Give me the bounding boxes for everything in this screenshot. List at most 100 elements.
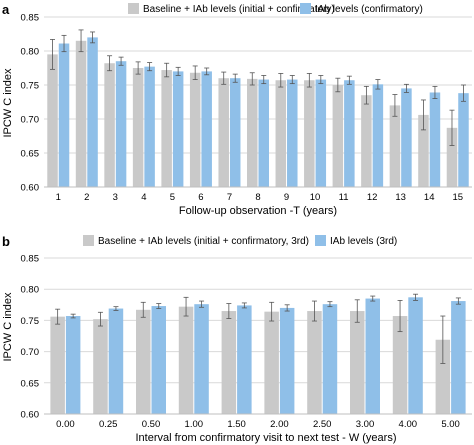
x-tick-label: 3	[113, 192, 118, 203]
bar-baseline-11	[332, 85, 344, 187]
bar-iab-11	[344, 80, 355, 187]
y-tick-label: 0.75	[21, 316, 40, 327]
y-tick-label: 0.85	[21, 13, 40, 24]
bar-baseline-1	[47, 54, 58, 188]
bar-baseline-0.50	[136, 309, 151, 414]
x-tick-label: 2.50	[313, 419, 332, 430]
bar-iab-5.00	[451, 301, 466, 414]
bar-baseline-5.00	[435, 339, 451, 414]
bar-baseline-14	[418, 114, 429, 187]
bar-baseline-0.00	[50, 316, 65, 414]
legend-swatch-baseline-3rd	[83, 235, 94, 246]
x-tick-label: 11	[339, 192, 349, 203]
bar-baseline-3.00	[350, 311, 365, 414]
legend-label-baseline-3rd: Baseline + IAb levels (initial + confirm…	[98, 236, 309, 247]
x-tick-label: 0.00	[56, 419, 75, 430]
x-tick-label: 0.50	[142, 419, 161, 430]
x-tick-label: 4	[141, 192, 146, 203]
bar-iab-2	[87, 37, 98, 188]
panel-b-legend: Baseline + IAb levels (initial + confirm…	[83, 235, 397, 247]
legend-swatch-iab-3rd	[315, 235, 326, 246]
bar-iab-10	[315, 79, 327, 187]
panel-a-x-axis-title: Follow-up observation -T (years)	[179, 205, 337, 217]
bar-baseline-1.00	[178, 306, 194, 414]
bar-iab-4	[144, 66, 155, 187]
x-tick-label: 5	[170, 192, 175, 203]
panel-a-y-axis-title: IPCW C index	[2, 68, 14, 138]
x-tick-label: 15	[452, 192, 463, 203]
bar-iab-7	[229, 78, 241, 187]
bar-iab-0.25	[108, 308, 124, 414]
bar-baseline-15	[446, 127, 458, 187]
panel-a: a Baseline + IAb levels (initial + confi…	[2, 2, 472, 217]
bar-iab-4.00	[408, 297, 423, 414]
bar-iab-12	[372, 84, 384, 187]
panel-b-y-axis-title: IPCW C index	[2, 292, 14, 362]
bar-iab-2.00	[279, 307, 295, 414]
panel-b-x-axis-title: Interval from confirmatory visit to next…	[135, 432, 396, 444]
x-tick-label: 2.00	[270, 419, 289, 430]
bar-iab-0.00	[65, 316, 81, 414]
bar-iab-3.00	[365, 298, 380, 414]
legend-swatch-baseline	[128, 3, 139, 14]
x-tick-label: 7	[227, 192, 232, 203]
panel-b: b Baseline + IAb levels (initial + confi…	[2, 234, 472, 444]
x-tick-label: 4.00	[399, 419, 418, 430]
y-tick-label: 0.70	[21, 347, 40, 358]
bar-iab-1	[58, 43, 70, 187]
x-tick-label: 3.00	[356, 419, 375, 430]
y-tick-label: 0.65	[21, 149, 40, 160]
y-tick-label: 0.80	[21, 285, 40, 296]
bar-baseline-10	[304, 80, 315, 187]
bar-iab-5	[172, 71, 184, 187]
y-tick-label: 0.65	[21, 378, 40, 389]
panel-b-label: b	[2, 234, 10, 249]
bar-iab-13	[401, 88, 412, 187]
x-tick-label: 9	[284, 192, 289, 203]
y-tick-label: 0.75	[21, 81, 40, 92]
bar-baseline-2.50	[307, 311, 322, 414]
bar-iab-6	[201, 71, 212, 187]
bar-baseline-0.25	[93, 319, 108, 414]
panel-a-label: a	[2, 2, 10, 17]
bar-iab-1.00	[194, 304, 209, 414]
panel-a-plot-area: 0.600.650.700.750.800.851 2 3 4 5 6 7 8 9 10 11 12 1…	[21, 13, 472, 203]
x-tick-label: 0.25	[99, 419, 118, 430]
x-tick-label: 1.00	[185, 419, 204, 430]
y-tick-label: 0.60	[21, 410, 40, 421]
bar-baseline-4.00	[392, 316, 408, 414]
bar-baseline-9	[275, 80, 287, 187]
bar-iab-15	[458, 93, 469, 187]
bar-baseline-13	[389, 105, 401, 187]
bar-baseline-12	[361, 95, 372, 187]
x-tick-label: 14	[424, 192, 435, 203]
x-tick-label: 6	[198, 192, 203, 203]
x-tick-label: 5.00	[441, 419, 460, 430]
y-tick-label: 0.80	[21, 47, 40, 58]
bar-iab-8	[258, 79, 269, 187]
bar-baseline-8	[247, 78, 258, 187]
x-tick-label: 12	[367, 192, 378, 203]
legend-label-baseline: Baseline + IAb levels (initial + confirm…	[143, 4, 335, 15]
bar-baseline-3	[104, 63, 115, 187]
y-tick-label: 0.60	[21, 183, 40, 194]
bar-baseline-1.50	[221, 311, 237, 414]
panel-a-legend: Baseline + IAb levels (initial + confirm…	[128, 3, 423, 15]
bar-iab-1.50	[237, 305, 252, 414]
bar-baseline-2	[75, 40, 87, 187]
bar-iab-3	[115, 61, 127, 188]
x-tick-label: 8	[255, 192, 260, 203]
x-tick-label: 1.50	[227, 419, 246, 430]
bar-baseline-5	[161, 70, 172, 187]
x-tick-label: 13	[395, 192, 406, 203]
y-tick-label: 0.70	[21, 115, 40, 126]
legend-label-iab-3rd: IAb levels (3rd)	[330, 236, 397, 247]
bar-iab-9	[287, 79, 298, 187]
x-tick-label: 1	[56, 192, 61, 203]
bar-baseline-2.00	[264, 311, 279, 414]
x-tick-label: 2	[84, 192, 89, 203]
legend-label-iab: IAb levels (confirmatory)	[315, 4, 423, 15]
y-tick-label: 0.85	[21, 254, 40, 265]
legend-swatch-iab	[300, 3, 311, 14]
